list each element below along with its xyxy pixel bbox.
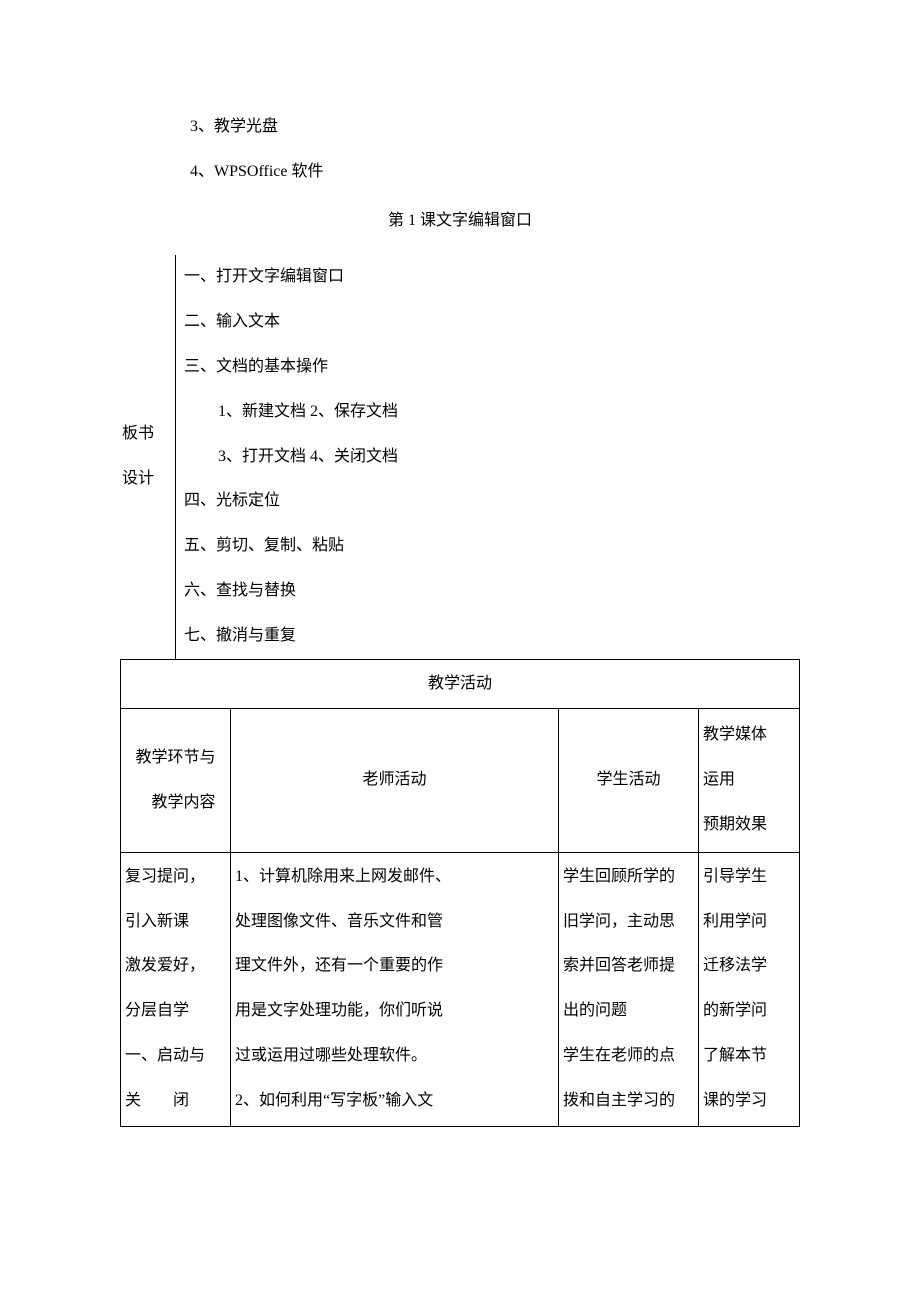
col4-head-l2: 运用 (703, 758, 795, 803)
board-design-section: 板书 设计 一、打开文字编辑窗口 二、输入文本 三、文档的基本操作 1、新建文档… (120, 255, 800, 659)
b-c3-l1: 学生回顾所学的 (563, 855, 694, 900)
body-col3: 学生回顾所学的 旧学问，主动思 索并回答老师提 出的问题 学生在老师的点 拨和自… (559, 853, 699, 1126)
b-c1-l5: 一、启动与 (125, 1034, 226, 1079)
b-c3-l4: 出的问题 (563, 989, 694, 1034)
col3-head: 学生活动 (596, 758, 660, 803)
board-label: 板书 设计 (120, 255, 175, 658)
outline-item-7: 七、撤消与重复 (184, 614, 800, 659)
b-c4-l4: 的新学问 (703, 989, 795, 1034)
col-header-4: 教学媒体 运用 预期效果 (699, 709, 799, 851)
body-col4: 引导学生 利用学问 迁移法学 的新学问 了解本节 课的学习 (699, 853, 799, 1126)
board-outline: 一、打开文字编辑窗口 二、输入文本 三、文档的基本操作 1、新建文档 2、保存文… (175, 255, 800, 658)
col2-head: 老师活动 (362, 758, 426, 803)
top-list-item-4: 4、WPSOffice 软件 (190, 150, 800, 195)
b-c4-l5: 了解本节 (703, 1034, 795, 1079)
b-c3-l6: 拨和自主学习的 (563, 1079, 694, 1124)
activity-body-row: 复习提问， 引入新课 激发爱好， 分层自学 一、启动与 关 闭 1、计算机除用来… (121, 853, 799, 1126)
b-c4-l2: 利用学问 (703, 900, 795, 945)
outline-sub-2: 3、打开文档 4、关闭文档 (218, 435, 800, 480)
col1-head-l1: 教学环节与 (135, 736, 215, 781)
outline-item-2: 二、输入文本 (184, 300, 800, 345)
activity-table: 教学活动 教学环节与 教学内容 老师活动 学生活动 教学媒体 运用 预期效果 复… (120, 660, 800, 1127)
b-c2-l5: 过或运用过哪些处理软件。 (235, 1034, 554, 1079)
top-list-item-3: 3、教学光盘 (190, 105, 800, 150)
b-c1-l4: 分层自学 (125, 989, 226, 1034)
section-title: 第 1 课文字编辑窗口 (120, 199, 800, 244)
b-c2-l2: 处理图像文件、音乐文件和管 (235, 900, 554, 945)
b-c2-l3: 理文件外，还有一个重要的作 (235, 944, 554, 989)
b-c2-l1: 1、计算机除用来上网发邮件、 (235, 855, 554, 900)
col-header-3: 学生活动 (559, 709, 699, 851)
b-c1-l3: 激发爱好， (125, 944, 226, 989)
body-col2: 1、计算机除用来上网发邮件、 处理图像文件、音乐文件和管 理文件外，还有一个重要… (231, 853, 559, 1126)
b-c4-l3: 迁移法学 (703, 944, 795, 989)
board-label-line2: 设计 (122, 457, 171, 502)
outline-sub-1: 1、新建文档 2、保存文档 (218, 390, 800, 435)
outline-item-6: 六、查找与替换 (184, 569, 800, 614)
b-c3-l2: 旧学问，主动思 (563, 900, 694, 945)
col4-head-l1: 教学媒体 (703, 713, 795, 758)
b-c1-l2: 引入新课 (125, 900, 226, 945)
b-c1-l1: 复习提问， (125, 855, 226, 900)
b-c3-l3: 索并回答老师提 (563, 944, 694, 989)
col-header-2: 老师活动 (231, 709, 559, 851)
col4-head-l3: 预期效果 (703, 803, 795, 848)
b-c1-l6: 关 闭 (125, 1079, 226, 1124)
b-c2-l4: 用是文字处理功能，你们听说 (235, 989, 554, 1034)
top-list: 3、教学光盘 4、WPSOffice 软件 (190, 105, 800, 195)
body-col1: 复习提问， 引入新课 激发爱好， 分层自学 一、启动与 关 闭 (121, 853, 231, 1126)
b-c2-l6: 2、如何利用“写字板”输入文 (235, 1079, 554, 1124)
activity-columns-header: 教学环节与 教学内容 老师活动 学生活动 教学媒体 运用 预期效果 (121, 709, 799, 852)
activity-header: 教学活动 (121, 660, 799, 710)
outline-item-5: 五、剪切、复制、粘贴 (184, 524, 800, 569)
col1-head-l2: 教学内容 (135, 781, 215, 826)
b-c1-l6-post: 闭 (173, 1092, 189, 1109)
b-c3-l5: 学生在老师的点 (563, 1034, 694, 1079)
outline-item-3: 三、文档的基本操作 (184, 345, 800, 390)
b-c1-l6-pre: 关 (125, 1092, 141, 1109)
outline-item-1: 一、打开文字编辑窗口 (184, 255, 800, 300)
b-c4-l1: 引导学生 (703, 855, 795, 900)
b-c4-l6: 课的学习 (703, 1079, 795, 1124)
col-header-1: 教学环节与 教学内容 (121, 709, 231, 851)
outline-item-4: 四、光标定位 (184, 479, 800, 524)
board-label-line1: 板书 (122, 412, 171, 457)
